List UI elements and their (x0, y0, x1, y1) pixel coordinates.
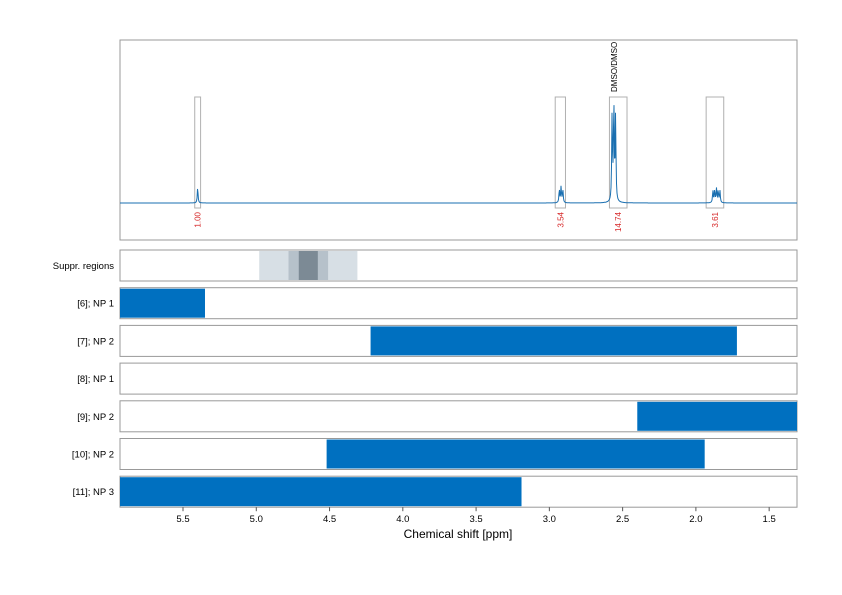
track-label-5: [10]; NP 2 (72, 450, 114, 461)
integration-box-2 (608, 96, 628, 209)
x-tick-label-1: 5.0 (250, 514, 263, 525)
range-bar-1 (120, 288, 205, 318)
x-tick-label-6: 2.5 (616, 514, 629, 525)
range-bar-6 (120, 477, 522, 507)
integral-label-3: 3.61 (711, 211, 720, 227)
track-frame-3 (119, 362, 798, 395)
integral-label-2: 14.74 (614, 211, 623, 232)
spectrum-line (120, 105, 797, 204)
dmso-annotation: DMSO/DMSO (610, 42, 619, 92)
track-label-2: [7]; NP 2 (77, 336, 114, 347)
track-label-3: [8]; NP 1 (77, 374, 114, 385)
track-frame-0 (119, 249, 798, 282)
integration-box-0 (194, 96, 202, 209)
x-tick-label-2: 4.5 (323, 514, 336, 525)
track-label-6: [11]; NP 3 (73, 487, 114, 498)
integral-label-0: 1.00 (194, 211, 203, 227)
track-label-1: [6]; NP 1 (77, 299, 114, 310)
integration-box-1 (554, 96, 566, 209)
range-bar-5 (326, 439, 705, 469)
track-label-4: [9]; NP 2 (77, 412, 114, 423)
x-tick-label-4: 3.5 (469, 514, 482, 525)
x-axis-label: Chemical shift [ppm] (404, 527, 513, 541)
integral-label-1: 3.54 (556, 211, 565, 227)
x-tick-label-3: 4.0 (396, 514, 409, 525)
x-tick-label-8: 1.5 (763, 514, 776, 525)
spectrum-panel: 1.00 3.54 14.74 3.61 DMSO/DMSO (119, 39, 798, 241)
track-frame-1 (119, 287, 798, 320)
range-bar-2 (370, 326, 737, 356)
range-bar-4 (637, 401, 797, 431)
x-tick-label-0: 5.5 (176, 514, 189, 525)
suppression-band-2 (298, 251, 318, 280)
integration-box-3 (705, 96, 725, 209)
range-tracks: Suppr. regions [6]; NP 1 [7]; NP 2 [8]; NP … (53, 249, 798, 508)
x-tick-label-5: 3.0 (543, 514, 556, 525)
spectrum-frame (119, 39, 798, 241)
x-axis: 5.5 5.0 4.5 4.0 3.5 3.0 2.5 2.0 1.5 (176, 507, 776, 525)
track-label-0: Suppr. regions (53, 261, 115, 272)
x-tick-label-7: 2.0 (689, 514, 702, 525)
